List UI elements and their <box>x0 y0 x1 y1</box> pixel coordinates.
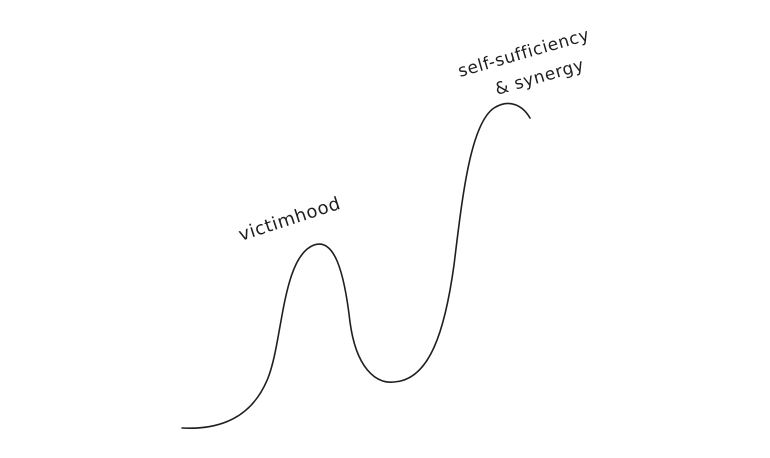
growth-curve <box>181 102 531 429</box>
